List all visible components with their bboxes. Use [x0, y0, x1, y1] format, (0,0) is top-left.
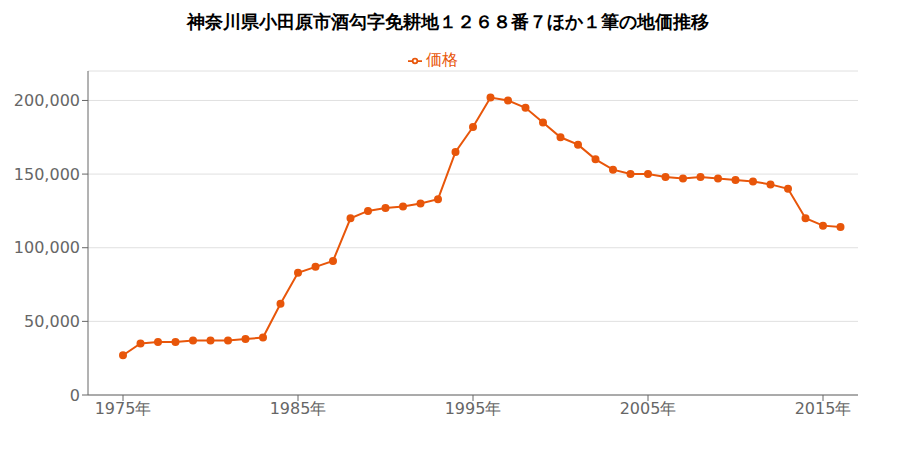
- svg-text:2005年: 2005年: [620, 399, 677, 418]
- html-text:価格: 価格: [426, 50, 458, 69]
- html-text:神奈川県小田原市酒勾字免耕地１２６８番７ほか１筆の地価推移: 神奈川県小田原市酒勾字免耕地１２６８番７ほか１筆の地価推移: [187, 11, 709, 32]
- svg-text:50,000: 50,000: [24, 312, 80, 331]
- svg-text:1995年: 1995年: [445, 399, 502, 418]
- svg-text:150,000: 150,000: [14, 165, 80, 184]
- svg-text:1975年: 1975年: [95, 399, 152, 418]
- svg-text:0: 0: [70, 386, 80, 405]
- svg-text:200,000: 200,000: [14, 91, 80, 110]
- svg-text:2015年: 2015年: [795, 399, 852, 418]
- svg-text:100,000: 100,000: [14, 238, 80, 257]
- svg-text:1985年: 1985年: [270, 399, 327, 418]
